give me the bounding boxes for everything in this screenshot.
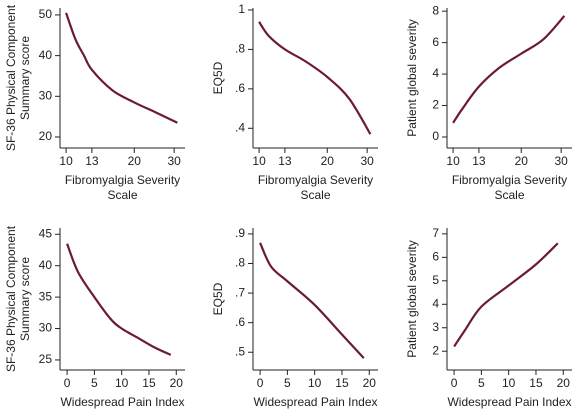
y-axis-label: Patient global severity — [405, 19, 419, 136]
y-tick-label: 4 — [432, 296, 439, 310]
x-tick-label: 0 — [257, 376, 264, 390]
x-tick-label: 30 — [554, 154, 568, 168]
x-axis-label: Fibromyalgia Severity — [258, 173, 373, 187]
y-tick-label: 30 — [39, 321, 53, 335]
y-axis-label: SF-36 Physical Component — [4, 225, 18, 372]
y-tick-label: 40 — [39, 258, 53, 272]
y-tick-label: .6 — [235, 315, 245, 329]
y-tick-label: 5 — [432, 273, 439, 287]
x-axis-label: Widespread Pain Index — [60, 395, 184, 409]
y-tick-label: .9 — [235, 226, 245, 240]
y-tick-label: .8 — [235, 256, 245, 270]
x-tick-label: 30 — [167, 154, 181, 168]
y-tick-label: 20 — [39, 129, 53, 143]
x-axis-label: Widespread Pain Index — [447, 395, 571, 409]
y-tick-label: 0 — [432, 129, 439, 143]
y-tick-label: .7 — [235, 285, 245, 299]
data-line — [258, 21, 372, 135]
y-tick-label: 2 — [432, 343, 439, 357]
x-tick-label: 10 — [115, 376, 129, 390]
x-tick-label: 20 — [321, 154, 335, 168]
x-tick-label: 30 — [360, 154, 374, 168]
x-tick-label: 15 — [529, 376, 543, 390]
y-tick-label: 35 — [39, 289, 53, 303]
y-tick-label: .8 — [235, 42, 245, 56]
x-tick-label: 20 — [128, 154, 142, 168]
y-tick-label: 1 — [238, 2, 245, 16]
x-tick-label: 20 — [363, 376, 377, 390]
x-axis-label: Scale — [494, 188, 524, 202]
y-tick-label: 50 — [39, 7, 53, 21]
data-line — [453, 242, 559, 348]
x-tick-label: 10 — [502, 376, 516, 390]
y-tick-label: 25 — [39, 352, 53, 366]
y-tick-label: 45 — [39, 226, 53, 240]
x-tick-label: 10 — [252, 154, 266, 168]
y-tick-label: 6 — [432, 35, 439, 49]
x-axis-label: Fibromyalgia Severity — [65, 173, 180, 187]
y-tick-label: 3 — [432, 320, 439, 334]
data-line — [65, 12, 178, 124]
x-tick-label: 5 — [91, 376, 98, 390]
x-tick-label: 0 — [451, 376, 458, 390]
y-axis-label: SF-36 Physical Component — [4, 4, 18, 151]
y-tick-label: .6 — [235, 81, 245, 95]
y-axis-label: EQ5D — [211, 61, 225, 94]
x-tick-label: 13 — [278, 154, 292, 168]
y-tick-label: 4 — [432, 66, 439, 80]
x-tick-label: 15 — [142, 376, 156, 390]
x-tick-label: 10 — [59, 154, 73, 168]
y-tick-label: 7 — [432, 226, 439, 240]
y-tick-label: 30 — [39, 88, 53, 102]
x-tick-label: 15 — [335, 376, 349, 390]
x-axis-label: Scale — [107, 188, 137, 202]
y-tick-label: .5 — [235, 344, 245, 358]
x-tick-label: 20 — [557, 376, 571, 390]
x-tick-label: 5 — [284, 376, 291, 390]
x-axis-label: Fibromyalgia Severity — [452, 173, 567, 187]
x-tick-label: 20 — [170, 376, 184, 390]
x-tick-label: 5 — [478, 376, 485, 390]
y-axis-label: Summary score — [18, 36, 32, 120]
y-axis-label: Patient global severity — [405, 240, 419, 357]
x-tick-label: 10 — [446, 154, 460, 168]
x-tick-label: 13 — [85, 154, 99, 168]
x-axis-label: Widespread Pain Index — [253, 395, 377, 409]
y-tick-label: 6 — [432, 250, 439, 264]
y-axis-label: EQ5D — [211, 282, 225, 315]
x-tick-label: 10 — [308, 376, 322, 390]
data-line — [452, 15, 566, 124]
y-axis-label: Summary score — [18, 257, 32, 341]
y-tick-label: 8 — [432, 3, 439, 17]
data-line — [259, 242, 365, 359]
y-tick-label: 40 — [39, 48, 53, 62]
x-tick-label: 0 — [64, 376, 71, 390]
x-axis-label: Scale — [300, 188, 330, 202]
data-line — [66, 243, 172, 356]
y-tick-label: 2 — [432, 98, 439, 112]
x-tick-label: 13 — [472, 154, 486, 168]
x-tick-label: 20 — [515, 154, 529, 168]
y-tick-label: .4 — [235, 120, 245, 134]
